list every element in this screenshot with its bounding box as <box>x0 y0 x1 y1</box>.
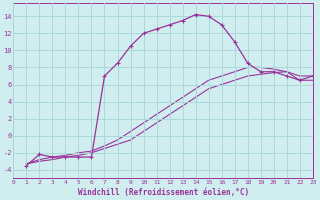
X-axis label: Windchill (Refroidissement éolien,°C): Windchill (Refroidissement éolien,°C) <box>77 188 249 197</box>
